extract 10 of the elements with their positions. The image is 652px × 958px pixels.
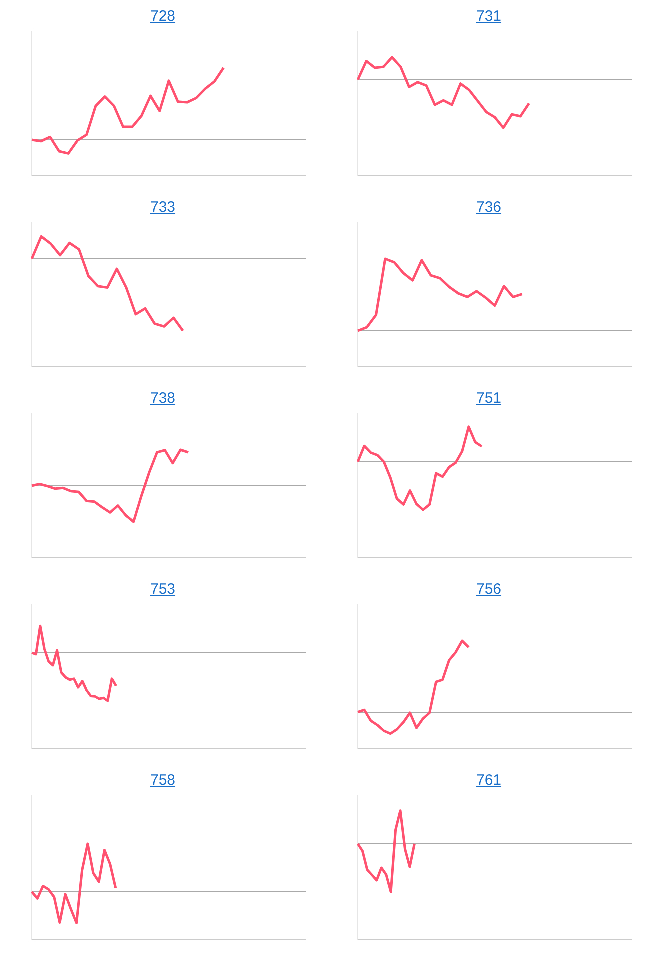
chart-title: 761 <box>475 771 503 791</box>
chart-title: 758 <box>149 771 177 791</box>
chart-title: 751 <box>475 389 503 409</box>
chart-title: 738 <box>149 389 177 409</box>
chart-title: 733 <box>149 198 177 218</box>
chart-title: 728 <box>149 7 177 27</box>
chart-title: 753 <box>149 580 177 600</box>
chart-title: 756 <box>475 580 503 600</box>
chart-title: 736 <box>475 198 503 218</box>
chart-title: 731 <box>475 7 503 27</box>
